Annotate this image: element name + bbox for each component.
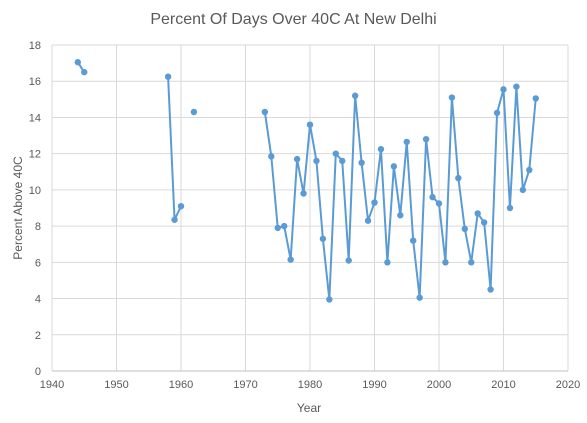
data-point [313, 157, 320, 165]
data-point [364, 217, 372, 224]
data-point [300, 190, 307, 197]
data-point [339, 157, 346, 165]
data-point [171, 216, 178, 223]
y-tick-label: 6 [35, 257, 41, 269]
x-tick-label: 2000 [427, 379, 451, 391]
data-point [410, 237, 417, 244]
chart-title: Percent Of Days Over 40C At New Delhi [150, 11, 436, 28]
y-tick-label: 0 [35, 366, 41, 378]
x-tick-label: 2010 [491, 379, 515, 391]
data-point [358, 159, 365, 166]
x-axis-title: Year [297, 401, 321, 415]
data-point [261, 108, 269, 116]
data-point [177, 202, 185, 210]
data-point [390, 163, 398, 170]
y-tick-label: 12 [29, 149, 41, 161]
data-point [416, 294, 423, 301]
data-point [487, 286, 494, 293]
data-point [397, 212, 404, 219]
data-point [422, 135, 430, 143]
y-tick-label: 8 [35, 221, 41, 233]
x-tick-label: 2020 [556, 379, 580, 391]
data-point [526, 166, 533, 174]
data-point [493, 109, 501, 117]
data-point [403, 138, 410, 146]
data-point [268, 153, 275, 160]
data-point [461, 225, 468, 233]
data-point [345, 257, 352, 264]
data-point [164, 73, 172, 80]
series-line-segment [167, 75, 182, 221]
series-lines [76, 61, 537, 301]
data-point [455, 174, 462, 182]
data-point [480, 219, 488, 226]
y-tick-label: 4 [35, 294, 41, 306]
data-point [371, 199, 378, 206]
data-point [448, 94, 456, 101]
data-point [326, 296, 333, 303]
y-tick-label: 10 [29, 185, 41, 197]
data-point [306, 121, 314, 128]
y-tick-label: 18 [29, 40, 41, 52]
y-tick-label: 2 [35, 330, 41, 342]
data-point [513, 83, 520, 90]
data-point [287, 256, 294, 263]
data-point [474, 210, 481, 217]
y-tick-label: 16 [29, 76, 41, 88]
data-point [74, 59, 82, 66]
data-point [468, 259, 475, 266]
data-point [384, 259, 391, 266]
y-tick-label: 14 [29, 112, 41, 124]
data-point [332, 150, 339, 157]
data-point [274, 224, 281, 232]
series-points [74, 59, 539, 303]
data-point [519, 186, 527, 194]
x-tick-label: 1990 [362, 379, 386, 391]
x-tick-label: 1960 [169, 379, 193, 391]
x-tick-label: 1940 [40, 379, 64, 391]
data-point [281, 222, 288, 230]
y-axis-title: Percent Above 40C [11, 156, 25, 260]
data-point [293, 155, 301, 163]
data-point [377, 145, 385, 153]
x-tick-label: 1980 [298, 379, 322, 391]
data-point [429, 193, 436, 201]
data-point [435, 200, 443, 207]
gridlines [51, 44, 569, 372]
x-tick-label: 1950 [104, 379, 128, 391]
data-point [351, 92, 359, 99]
data-point [500, 86, 507, 93]
data-point [81, 68, 88, 76]
axes: 1940 1950 1960 1970 1980 1990 2000 2010 2020 0 2 4 6… [29, 40, 580, 391]
data-point [442, 259, 449, 266]
x-tick-label: 1970 [233, 379, 257, 391]
data-point [319, 235, 327, 242]
data-point [506, 204, 514, 212]
data-point [532, 95, 539, 102]
data-point [190, 108, 198, 116]
